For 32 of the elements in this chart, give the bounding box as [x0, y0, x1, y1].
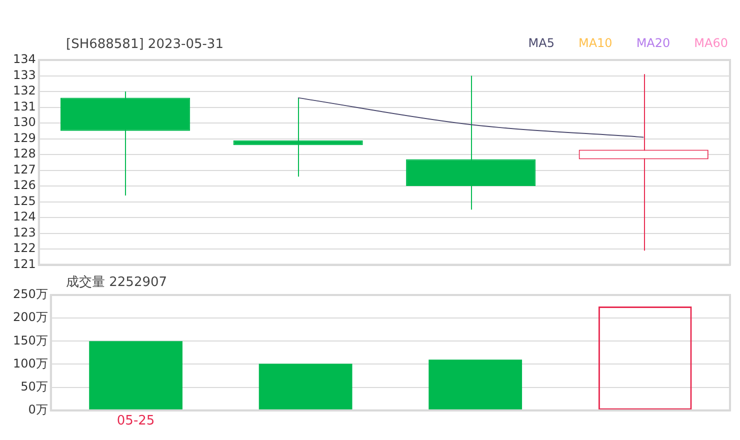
- candlestick: [578, 74, 708, 252]
- y-tick-label: 134: [13, 52, 36, 66]
- y-tick-label: 133: [13, 68, 36, 82]
- chart-title: [SH688581] 2023-05-31: [66, 37, 224, 52]
- text: MA5: [528, 36, 554, 50]
- y-tick-label: 125: [13, 194, 36, 208]
- y-tick-label: 0万: [28, 402, 48, 417]
- y-tick-label: 132: [13, 84, 36, 98]
- candlestick: [233, 97, 363, 178]
- bar: [258, 364, 352, 410]
- y-tick-label: 128: [13, 146, 36, 161]
- legend-label: MA20: [636, 36, 670, 50]
- y-tick-label: 130: [13, 115, 36, 130]
- y-tick-label: 131: [13, 99, 36, 114]
- y-tick-label: 123: [13, 225, 36, 240]
- y-tick-label: 129: [13, 130, 36, 145]
- legend-label: MA10: [578, 36, 612, 50]
- chart-title: 成交量 2252907: [66, 274, 168, 291]
- bar: [89, 341, 182, 410]
- y-tick-label: 200万: [13, 310, 48, 324]
- y-tick-label: 127: [13, 162, 36, 176]
- bar: [428, 360, 522, 410]
- x-tick-label: 05-25: [116, 414, 155, 429]
- y-tick-label: 150万: [13, 333, 48, 348]
- legend-label: MA60: [694, 36, 728, 50]
- y-tick-label: 250万: [13, 287, 48, 302]
- y-tick-label: 122: [13, 241, 36, 256]
- y-tick-label: 100万: [13, 356, 48, 370]
- y-tick-label: 124: [13, 210, 36, 224]
- y-tick-label: 50万: [20, 379, 48, 394]
- y-tick-label: 126: [13, 178, 36, 192]
- y-tick-label: 121: [13, 256, 36, 271]
